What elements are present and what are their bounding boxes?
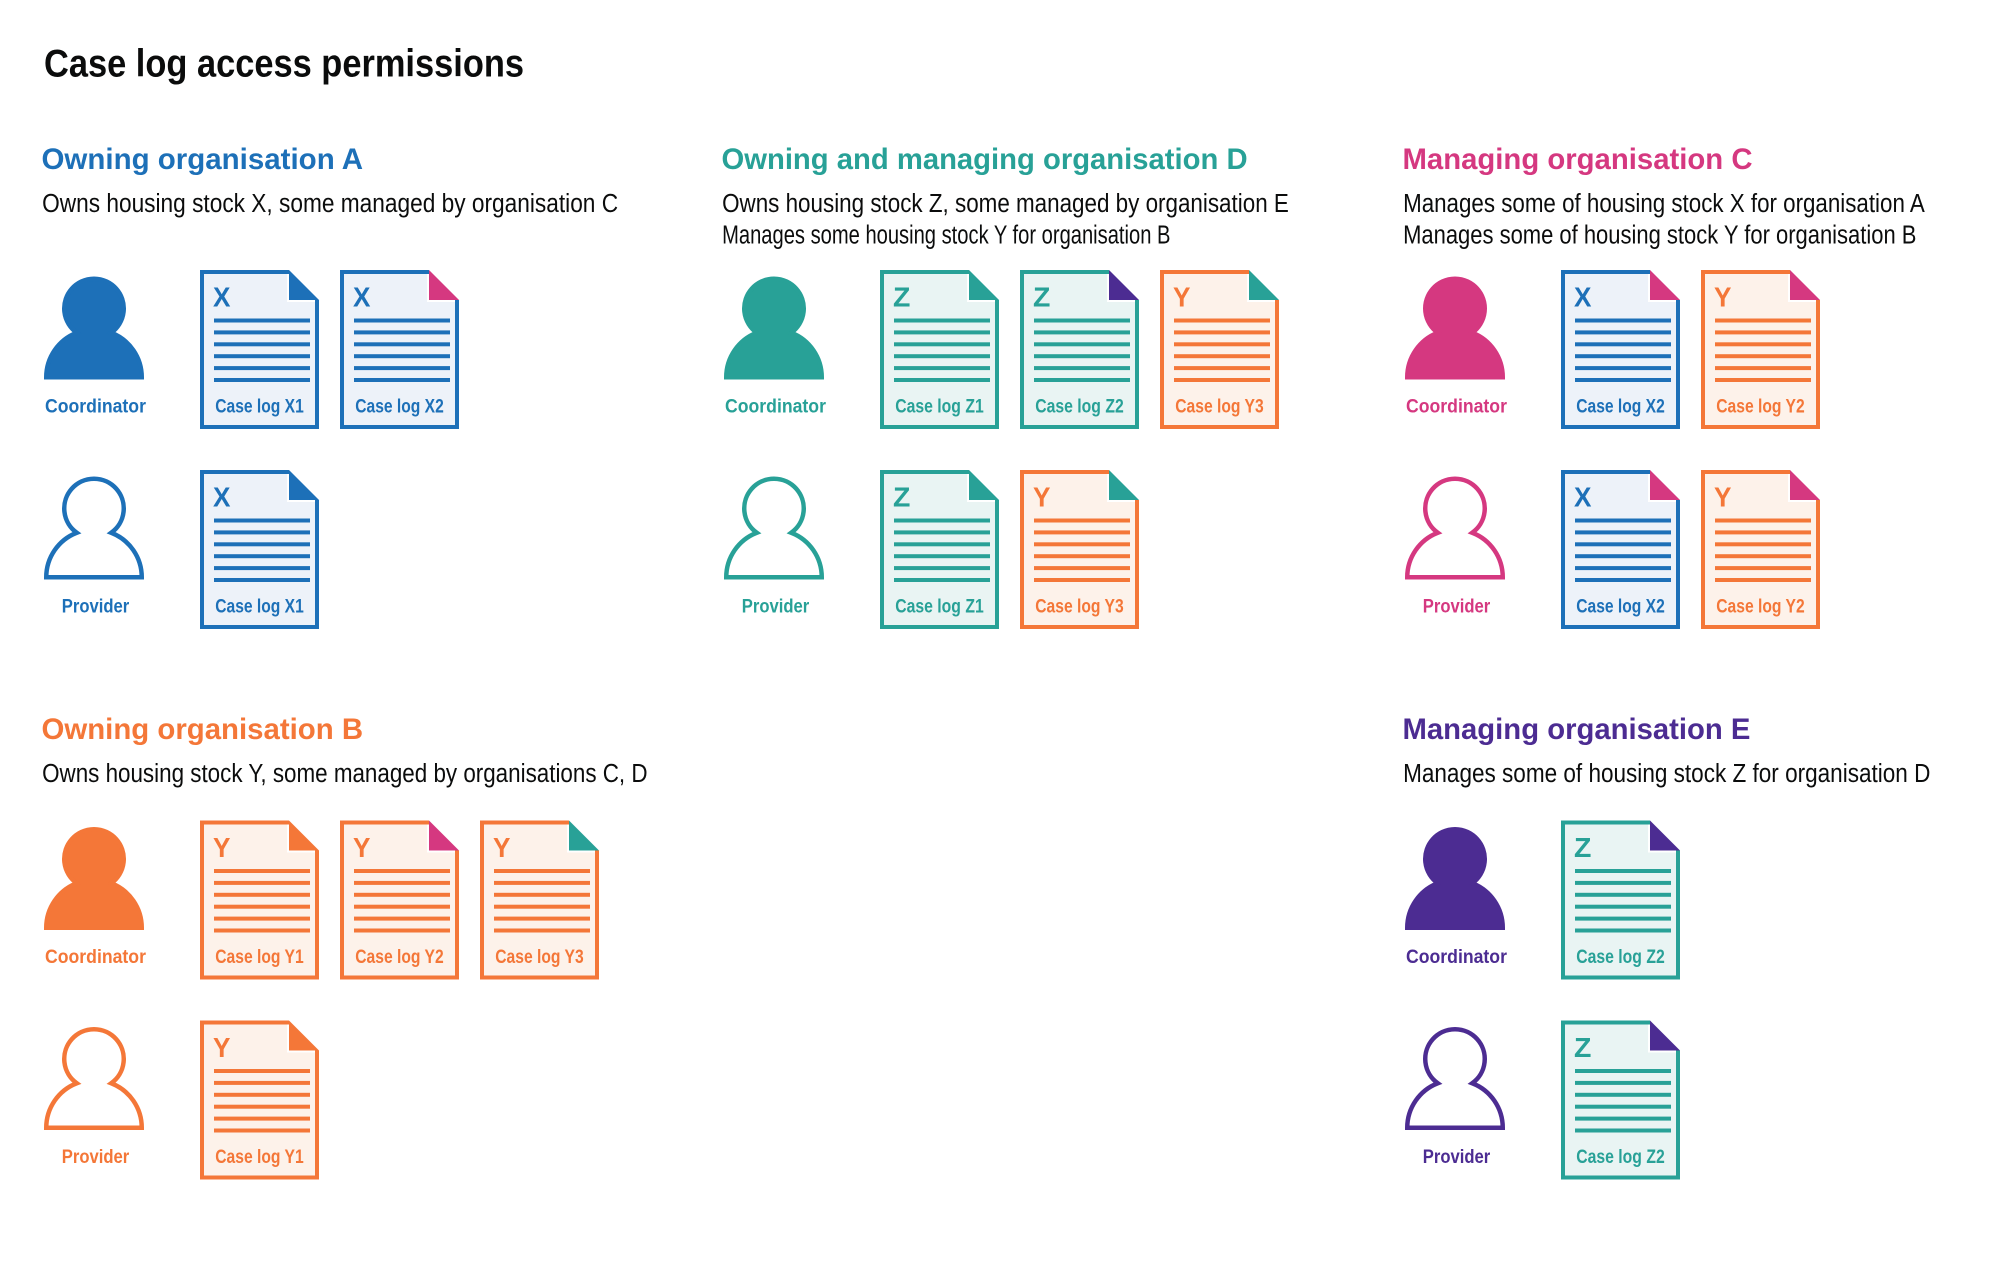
svg-text:Y: Y [213,832,231,863]
svg-text:Case log Y3: Case log Y3 [1175,396,1264,418]
svg-text:Coordinator: Coordinator [45,396,146,418]
svg-text:Z: Z [893,281,910,312]
svg-text:Owning organisation A: Owning organisation A [42,143,364,176]
svg-text:Case log X1: Case log X1 [215,596,304,618]
svg-text:Z: Z [1574,1032,1591,1063]
svg-text:Z: Z [1033,281,1050,312]
svg-text:X: X [1574,481,1592,512]
svg-text:Case log Y2: Case log Y2 [1716,396,1805,418]
svg-text:Case log Y2: Case log Y2 [1716,596,1805,618]
svg-text:Manages some of housing stock: Manages some of housing stock X for orga… [1403,190,1925,218]
svg-text:Y: Y [1173,281,1191,312]
svg-text:Y: Y [493,832,511,863]
svg-text:X: X [213,281,231,312]
svg-text:Coordinator: Coordinator [45,946,146,968]
svg-text:Owns housing stock Z, some man: Owns housing stock Z, some managed by or… [722,190,1289,218]
svg-text:X: X [1574,281,1592,312]
svg-text:Case log Z1: Case log Z1 [895,596,984,618]
svg-text:Y: Y [1714,481,1732,512]
svg-text:Case log access permissions: Case log access permissions [44,43,524,86]
svg-text:Coordinator: Coordinator [725,396,826,418]
svg-text:Managing organisation E: Managing organisation E [1403,713,1751,746]
svg-text:Provider: Provider [62,596,130,618]
svg-text:Owning and managing organisati: Owning and managing organisation D [722,143,1248,176]
svg-text:Y: Y [1714,281,1732,312]
svg-text:Coordinator: Coordinator [1406,396,1507,418]
svg-text:Case log Y3: Case log Y3 [495,946,584,968]
svg-text:Z: Z [1574,832,1591,863]
svg-text:Provider: Provider [1423,1146,1491,1168]
svg-text:Case log Y3: Case log Y3 [1035,596,1124,618]
svg-text:Provider: Provider [62,1146,130,1168]
svg-text:Owns housing stock X, some man: Owns housing stock X, some managed by or… [42,190,618,218]
svg-text:Z: Z [893,481,910,512]
svg-text:Y: Y [1033,481,1051,512]
svg-text:Case log Z2: Case log Z2 [1576,946,1665,968]
svg-text:Case log Z1: Case log Z1 [895,396,984,418]
svg-text:Provider: Provider [1423,596,1491,618]
svg-text:Owning organisation B: Owning organisation B [42,713,364,746]
svg-text:Case log X2: Case log X2 [1576,396,1665,418]
svg-text:Case log Y1: Case log Y1 [215,1146,304,1168]
svg-text:Case log Z2: Case log Z2 [1035,396,1124,418]
svg-text:Case log X1: Case log X1 [215,396,304,418]
svg-text:Manages some of housing stock: Manages some of housing stock Y for orga… [1403,222,1916,250]
svg-text:Manages some of housing stock: Manages some of housing stock Z for orga… [1403,760,1930,788]
svg-text:Provider: Provider [742,596,810,618]
svg-text:X: X [353,281,371,312]
svg-text:Case log Y2: Case log Y2 [355,946,444,968]
svg-text:Case log X2: Case log X2 [355,396,444,418]
svg-text:Case log Z2: Case log Z2 [1576,1146,1665,1168]
svg-text:Coordinator: Coordinator [1406,946,1507,968]
svg-text:Manages some housing stock Y f: Manages some housing stock Y for organis… [722,222,1170,250]
svg-text:Y: Y [213,1032,231,1063]
svg-text:Case log X2: Case log X2 [1576,596,1665,618]
svg-text:Y: Y [353,832,371,863]
svg-text:X: X [213,481,231,512]
svg-text:Owns housing stock Y, some man: Owns housing stock Y, some managed by or… [42,760,647,788]
svg-text:Case log Y1: Case log Y1 [215,946,304,968]
svg-text:Managing organisation C: Managing organisation C [1403,143,1753,176]
